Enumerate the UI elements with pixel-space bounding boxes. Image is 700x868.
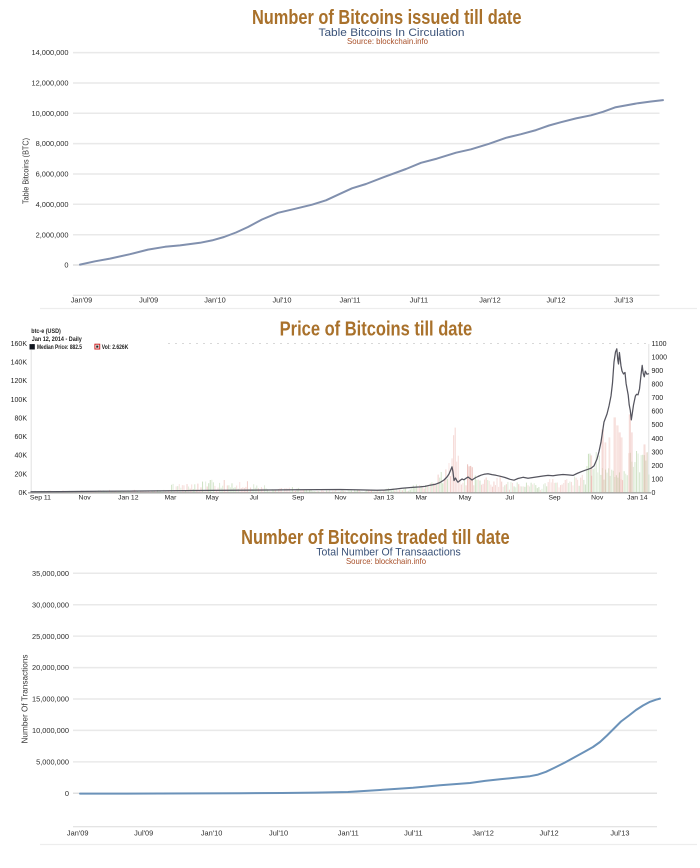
svg-text:300: 300 — [652, 449, 664, 456]
svg-text:Jul'10: Jul'10 — [272, 296, 291, 305]
svg-text:Jan'09: Jan'09 — [71, 296, 93, 305]
svg-text:Jul'13: Jul'13 — [614, 296, 633, 305]
svg-text:100K: 100K — [11, 397, 28, 404]
svg-text:Vol: 2.626K: Vol: 2.626K — [102, 344, 129, 351]
svg-text:Jul: Jul — [505, 495, 514, 502]
svg-text:900: 900 — [652, 368, 664, 375]
svg-text:Table Bitcoins (BTC): Table Bitcoins (BTC) — [22, 138, 31, 204]
svg-text:Jul'10: Jul'10 — [269, 829, 288, 838]
svg-text:800: 800 — [652, 382, 664, 389]
svg-text:80K: 80K — [15, 416, 28, 423]
svg-text:12,000,000: 12,000,000 — [32, 79, 69, 88]
svg-text:15,000,000: 15,000,000 — [32, 695, 69, 704]
svg-text:Jul: Jul — [250, 495, 259, 502]
svg-text:Jan 12, 2014 - Daily: Jan 12, 2014 - Daily — [32, 336, 82, 343]
svg-text:Jul'12: Jul'12 — [540, 829, 559, 838]
svg-text:Number of Bitcoins issued till: Number of Bitcoins issued till date — [252, 6, 522, 29]
svg-text:Jan 13: Jan 13 — [373, 495, 394, 502]
svg-text:5,000,000: 5,000,000 — [36, 758, 69, 767]
svg-text:8,000,000: 8,000,000 — [36, 139, 69, 148]
svg-text:Jan'12: Jan'12 — [479, 296, 501, 305]
svg-text:btc-e (USD): btc-e (USD) — [31, 328, 61, 335]
svg-text:Number of Bitcoins traded till: Number of Bitcoins traded till date — [241, 526, 510, 549]
svg-text:6,000,000: 6,000,000 — [36, 170, 69, 179]
svg-text:Jan'09: Jan'09 — [67, 829, 89, 838]
svg-text:May: May — [459, 495, 472, 502]
svg-text:Jan 12: Jan 12 — [118, 495, 139, 502]
svg-text:20,000,000: 20,000,000 — [32, 663, 69, 672]
svg-text:Jul'13: Jul'13 — [610, 829, 629, 838]
svg-text:Source: blockchain.info: Source: blockchain.info — [346, 557, 426, 566]
svg-text:Nov: Nov — [334, 495, 347, 502]
svg-text:Price of Bitcoins till date: Price of Bitcoins till date — [280, 318, 473, 341]
svg-text:1100: 1100 — [652, 341, 667, 348]
svg-text:Total Number Of Transaactions: Total Number Of Transaactions — [316, 547, 461, 559]
svg-text:Number Of Transactions: Number Of Transactions — [21, 655, 30, 744]
svg-text:4,000,000: 4,000,000 — [36, 200, 69, 209]
svg-text:100: 100 — [652, 476, 664, 483]
svg-text:Table Bitcoins In Circulation: Table Bitcoins In Circulation — [319, 27, 465, 39]
svg-text:25,000,000: 25,000,000 — [32, 632, 69, 641]
svg-text:Jan'11: Jan'11 — [340, 296, 361, 305]
svg-text:Jul'12: Jul'12 — [546, 296, 565, 305]
svg-text:0: 0 — [65, 789, 69, 798]
svg-text:Mar: Mar — [165, 495, 177, 502]
svg-text:Sep: Sep — [548, 495, 560, 502]
svg-text:20K: 20K — [15, 471, 28, 478]
svg-text:200: 200 — [652, 463, 664, 470]
svg-text:Jul'11: Jul'11 — [404, 829, 423, 838]
svg-text:2,000,000: 2,000,000 — [36, 230, 69, 239]
svg-text:1000: 1000 — [652, 355, 668, 362]
svg-text:160K: 160K — [11, 341, 28, 348]
svg-text:May: May — [206, 495, 219, 502]
svg-text:Nov: Nov — [79, 495, 92, 502]
svg-text:500: 500 — [652, 422, 664, 429]
svg-text:Jan'11: Jan'11 — [338, 829, 359, 838]
svg-text:40K: 40K — [15, 453, 28, 460]
svg-text:60K: 60K — [15, 434, 28, 441]
svg-text:10,000,000: 10,000,000 — [32, 109, 69, 118]
svg-text:140K: 140K — [11, 360, 28, 367]
svg-text:Jul'11: Jul'11 — [410, 296, 429, 305]
svg-text:0: 0 — [64, 261, 68, 270]
svg-text:10,000,000: 10,000,000 — [32, 726, 69, 735]
svg-text:Jan'12: Jan'12 — [472, 829, 494, 838]
svg-text:35,000,000: 35,000,000 — [32, 569, 69, 578]
svg-text:Jul'09: Jul'09 — [134, 829, 153, 838]
svg-text:700: 700 — [652, 395, 664, 402]
svg-text:Source: blockchain.info: Source: blockchain.info — [347, 37, 428, 46]
svg-text:Sep 11: Sep 11 — [30, 495, 51, 502]
svg-text:400: 400 — [652, 436, 664, 443]
svg-text:Mar: Mar — [415, 495, 427, 502]
svg-text:0: 0 — [652, 490, 656, 497]
svg-text:Nov: Nov — [591, 495, 604, 502]
svg-text:14,000,000: 14,000,000 — [32, 48, 69, 57]
svg-text:Median Price: 882.5: Median Price: 882.5 — [37, 344, 82, 351]
svg-text:Jan'10: Jan'10 — [204, 296, 226, 305]
svg-text:Jan 14: Jan 14 — [627, 495, 648, 502]
svg-text:Sep: Sep — [292, 495, 304, 502]
svg-text:Jul'09: Jul'09 — [139, 296, 158, 305]
svg-text:0K: 0K — [18, 490, 27, 497]
svg-text:30,000,000: 30,000,000 — [32, 600, 69, 609]
svg-text:Jan'10: Jan'10 — [201, 829, 223, 838]
svg-text:120K: 120K — [11, 378, 28, 385]
svg-text:600: 600 — [652, 409, 664, 416]
